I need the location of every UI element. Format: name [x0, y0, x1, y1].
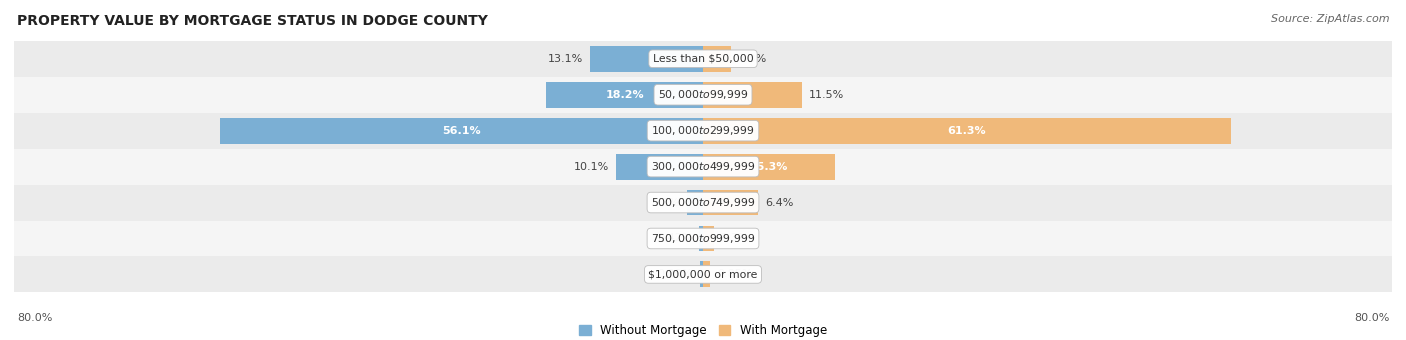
Text: 6.4%: 6.4% [765, 198, 793, 207]
Bar [14, 256, 1392, 292]
Text: $750,000 to $999,999: $750,000 to $999,999 [651, 232, 755, 245]
Text: 1.8%: 1.8% [652, 198, 681, 207]
Bar [703, 154, 835, 180]
Text: $300,000 to $499,999: $300,000 to $499,999 [651, 160, 755, 173]
Bar [14, 113, 1392, 149]
Text: 56.1%: 56.1% [441, 126, 481, 136]
Legend: Without Mortgage, With Mortgage: Without Mortgage, With Mortgage [574, 319, 832, 340]
Bar [703, 46, 731, 72]
Text: 15.3%: 15.3% [749, 162, 789, 172]
Bar [700, 261, 703, 287]
Text: PROPERTY VALUE BY MORTGAGE STATUS IN DODGE COUNTY: PROPERTY VALUE BY MORTGAGE STATUS IN DOD… [17, 14, 488, 28]
Bar [14, 221, 1392, 256]
Bar [14, 149, 1392, 185]
Bar [703, 118, 1230, 143]
Text: 80.0%: 80.0% [17, 313, 52, 323]
Bar [14, 185, 1392, 221]
Text: 80.0%: 80.0% [1354, 313, 1389, 323]
Text: 13.1%: 13.1% [548, 54, 583, 64]
Text: 1.3%: 1.3% [721, 234, 749, 243]
Text: Less than $50,000: Less than $50,000 [652, 54, 754, 64]
Text: 0.85%: 0.85% [717, 269, 752, 279]
Bar [688, 190, 703, 216]
Text: 0.42%: 0.42% [657, 234, 693, 243]
Text: 61.3%: 61.3% [948, 126, 986, 136]
Text: $50,000 to $99,999: $50,000 to $99,999 [658, 88, 748, 101]
Text: 11.5%: 11.5% [808, 90, 844, 100]
Text: 3.3%: 3.3% [738, 54, 766, 64]
Bar [699, 225, 703, 251]
Bar [14, 77, 1392, 113]
Bar [703, 190, 758, 216]
Bar [703, 225, 714, 251]
Text: Source: ZipAtlas.com: Source: ZipAtlas.com [1271, 14, 1389, 23]
Text: 10.1%: 10.1% [574, 162, 609, 172]
Text: $1,000,000 or more: $1,000,000 or more [648, 269, 758, 279]
Bar [616, 154, 703, 180]
Bar [591, 46, 703, 72]
Bar [219, 118, 703, 143]
Bar [703, 261, 710, 287]
Text: 18.2%: 18.2% [606, 90, 644, 100]
Bar [14, 41, 1392, 77]
Bar [703, 82, 801, 108]
Text: $100,000 to $299,999: $100,000 to $299,999 [651, 124, 755, 137]
Text: 0.39%: 0.39% [658, 269, 693, 279]
Text: $500,000 to $749,999: $500,000 to $749,999 [651, 196, 755, 209]
Bar [547, 82, 703, 108]
